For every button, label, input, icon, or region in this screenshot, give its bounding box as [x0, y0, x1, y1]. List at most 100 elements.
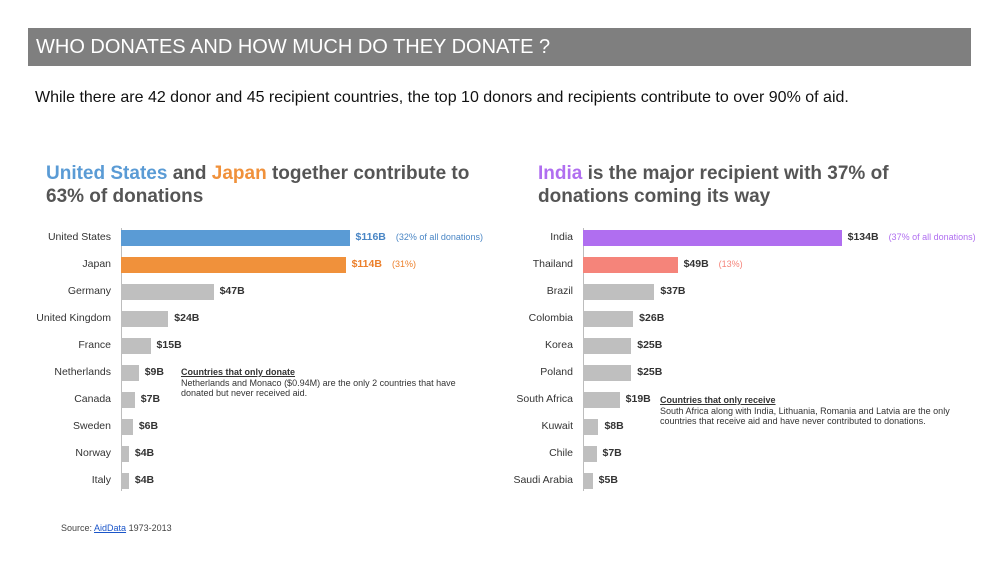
value-text: $26B: [639, 312, 665, 324]
value-label: $116B (32% of all donations): [356, 231, 483, 243]
value-text: $47B: [219, 285, 245, 297]
bar: [583, 284, 655, 300]
category-label: Sweden: [73, 420, 111, 432]
value-text: $25B: [637, 366, 663, 378]
value-text: $19B: [625, 393, 651, 405]
title-rest: is the major recipient with 37% of donat…: [538, 163, 889, 207]
value-text: $114B: [351, 258, 382, 270]
title-rest: together contribute to 63% of donations: [46, 163, 470, 207]
category-label: Norway: [75, 447, 111, 459]
bar: [583, 338, 632, 354]
bar: [121, 365, 139, 381]
donors-note: Countries that only donate Netherlands a…: [181, 367, 471, 399]
value-label: $15B: [157, 339, 182, 351]
value-text: $9B: [144, 366, 164, 378]
category-label: Italy: [91, 474, 111, 486]
bar: [583, 230, 842, 246]
category-label: Brazil: [546, 285, 573, 297]
value-text: $4B: [134, 474, 155, 486]
value-label: $5B: [599, 474, 618, 486]
bar: [583, 365, 632, 381]
value-text: $8B: [604, 420, 624, 432]
value-label: $47B: [220, 285, 245, 297]
category-label: Japan: [82, 258, 111, 270]
bar: [121, 446, 129, 462]
title-japan: Japan: [211, 163, 267, 184]
page-title: WHO DONATES AND HOW MUCH DO THEY DONATE …: [36, 36, 551, 58]
bar: [121, 284, 214, 300]
bar: [583, 311, 634, 327]
bar: [583, 257, 678, 273]
value-label: $114B (31%): [352, 258, 416, 270]
category-label: Chile: [549, 447, 573, 459]
category-label: Colombia: [528, 312, 573, 324]
bar: [121, 230, 350, 246]
bar: [583, 392, 620, 408]
bar: [121, 257, 346, 273]
value-text: $37B: [660, 285, 686, 297]
recipients-chart-title: India is the major recipient with 37% of…: [538, 162, 918, 208]
category-label: Thailand: [532, 258, 573, 270]
value-label: $7B: [141, 393, 160, 405]
value-label: $24B: [174, 312, 199, 324]
value-label: $49B (13%): [684, 258, 743, 270]
value-label: $6B: [139, 420, 158, 432]
recipients-note-title: Countries that only receive: [660, 395, 776, 405]
value-label: $4B: [135, 474, 154, 486]
donors-chart-title: United States and Japan together contrib…: [46, 162, 486, 208]
category-label: Saudi Arabia: [513, 474, 573, 486]
bar: [121, 338, 151, 354]
source-note: Source: AidData 1973-2013: [61, 523, 172, 533]
category-label: Kuwait: [541, 420, 573, 432]
category-label: India: [550, 231, 573, 243]
value-label: $9B: [145, 366, 164, 378]
bar: [121, 392, 135, 408]
value-text: $7B: [140, 393, 161, 405]
share-annotation: (37% of all donations): [888, 232, 976, 242]
value-label: $19B: [626, 393, 651, 405]
bar: [583, 446, 597, 462]
value-label: $7B: [603, 447, 622, 459]
header-banner: WHO DONATES AND HOW MUCH DO THEY DONATE …: [28, 28, 971, 66]
title-us: United States: [46, 163, 168, 184]
value-text: $6B: [138, 420, 159, 432]
chart-axis-line: [121, 228, 122, 491]
bar: [121, 419, 133, 435]
donors-note-body: Netherlands and Monaco ($0.94M) are the …: [181, 377, 456, 399]
value-text: $7B: [602, 447, 622, 459]
category-label: Germany: [67, 285, 111, 297]
value-label: $26B: [639, 312, 664, 324]
value-text: $24B: [174, 312, 200, 324]
donors-note-title: Countries that only donate: [181, 367, 296, 377]
value-text: $134B: [847, 231, 879, 243]
recipients-note: Countries that only receive South Africa…: [660, 395, 960, 427]
value-label: $25B: [637, 339, 662, 351]
category-label: Korea: [544, 339, 573, 351]
bar: [583, 419, 599, 435]
value-label: $8B: [604, 420, 623, 432]
value-label: $25B: [637, 366, 662, 378]
value-text: $15B: [156, 339, 182, 351]
recipients-note-body: South Africa along with India, Lithuania…: [660, 405, 950, 427]
category-label: United Kingdom: [36, 312, 111, 324]
source-link[interactable]: AidData: [94, 523, 127, 533]
source-suffix: 1973-2013: [126, 523, 172, 533]
value-label: $134B (37% of all donations): [848, 231, 976, 243]
category-label: Canada: [74, 393, 111, 405]
share-annotation: (31%): [391, 259, 416, 269]
category-label: France: [78, 339, 111, 351]
title-and: and: [167, 163, 212, 184]
value-text: $25B: [637, 339, 663, 351]
category-label: United States: [47, 231, 111, 243]
bar: [583, 473, 593, 489]
title-india: India: [538, 163, 583, 184]
share-annotation: (13%): [718, 259, 743, 269]
value-text: $4B: [134, 447, 155, 459]
bar: [121, 311, 169, 327]
value-label: $37B: [660, 285, 685, 297]
source-prefix: Source:: [61, 523, 95, 533]
category-label: Poland: [540, 366, 573, 378]
chart-axis-line: [583, 228, 584, 491]
page-subtitle: While there are 42 donor and 45 recipien…: [35, 89, 849, 106]
value-label: $4B: [135, 447, 154, 459]
